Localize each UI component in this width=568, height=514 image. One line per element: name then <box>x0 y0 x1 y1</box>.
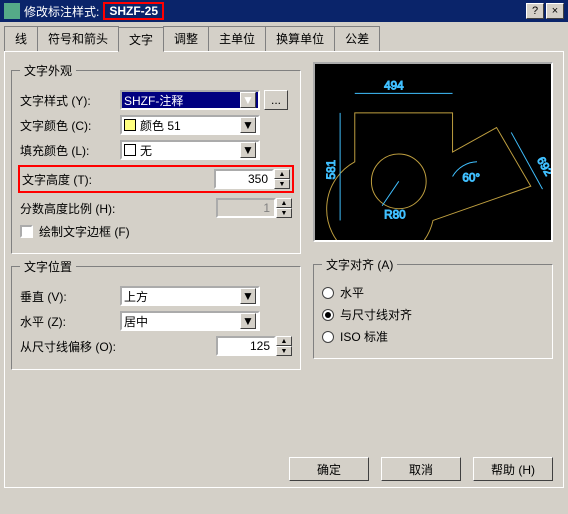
radio-horizontal[interactable] <box>322 287 334 299</box>
tab-alt[interactable]: 换算单位 <box>265 26 335 51</box>
combo-horizontal[interactable]: 居中 ▼ <box>120 311 260 331</box>
label-text-style: 文字样式 (Y): <box>20 92 120 109</box>
combo-vertical[interactable]: 上方 ▼ <box>120 286 260 306</box>
svg-text:R80: R80 <box>384 208 406 221</box>
label-offset: 从尺寸线偏移 (O): <box>20 338 140 355</box>
tab-strip: 线 符号和箭头 文字 调整 主单位 换算单位 公差 <box>4 26 564 52</box>
tab-primary[interactable]: 主单位 <box>208 26 266 51</box>
label-text-color: 文字颜色 (C): <box>20 117 120 134</box>
label-align-iso: ISO 标准 <box>340 328 388 345</box>
close-button[interactable]: × <box>546 3 564 19</box>
chevron-down-icon: ▼ <box>240 117 256 133</box>
highlight-text-height: 文字高度 (T): 350 ▲▼ <box>18 165 294 193</box>
spinner-offset[interactable]: ▲▼ <box>276 336 292 356</box>
chevron-down-icon: ▼ <box>240 313 256 329</box>
legend-placement: 文字位置 <box>20 258 76 275</box>
checkbox-draw-frame[interactable] <box>20 225 33 238</box>
legend-align: 文字对齐 (A) <box>322 256 397 273</box>
client-area: 线 符号和箭头 文字 调整 主单位 换算单位 公差 文字外观 文字样式 (Y):… <box>0 22 568 492</box>
combo-text-style-value: SHZF-注释 <box>124 92 183 109</box>
titlebar: 修改标注样式: SHZF-25 ? × <box>0 0 568 22</box>
radio-iso[interactable] <box>322 331 334 343</box>
ok-button[interactable]: 确定 <box>289 457 369 481</box>
svg-text:581: 581 <box>325 160 338 180</box>
cancel-button[interactable]: 取消 <box>381 457 461 481</box>
combo-horizontal-value: 居中 <box>124 313 148 330</box>
title-prefix: 修改标注样式: <box>24 3 99 20</box>
combo-text-style[interactable]: SHZF-注释 ▼ <box>120 90 260 110</box>
label-align-horiz: 水平 <box>340 284 364 301</box>
tab-fit[interactable]: 调整 <box>163 26 209 51</box>
color-swatch-icon <box>124 119 136 131</box>
combo-text-color[interactable]: 颜色 51 ▼ <box>120 115 260 135</box>
tab-symbols[interactable]: 符号和箭头 <box>37 26 119 51</box>
label-vertical: 垂直 (V): <box>20 288 120 305</box>
app-icon <box>4 3 20 19</box>
label-draw-frame: 绘制文字边框 (F) <box>39 223 130 240</box>
combo-text-color-value: 颜色 51 <box>140 117 181 134</box>
tab-text[interactable]: 文字 <box>118 27 164 52</box>
tab-page: 文字外观 文字样式 (Y): SHZF-注释 ▼ ... 文字颜色 (C): 颜… <box>4 52 564 488</box>
label-frac-scale: 分数高度比例 (H): <box>20 200 140 217</box>
combo-vertical-value: 上方 <box>124 288 148 305</box>
label-align-dimline: 与尺寸线对齐 <box>340 306 412 323</box>
button-bar: 确定 取消 帮助 (H) <box>289 457 553 481</box>
chevron-down-icon: ▼ <box>240 142 256 158</box>
help-button[interactable]: ? <box>526 3 544 19</box>
chevron-down-icon: ▼ <box>240 92 256 108</box>
legend-appearance: 文字外观 <box>20 62 76 79</box>
input-frac-scale: 1 <box>216 198 276 218</box>
svg-text:692: 692 <box>534 155 551 178</box>
svg-text:60°: 60° <box>462 171 480 184</box>
title-style-name: SHZF-25 <box>103 2 164 20</box>
tab-tol[interactable]: 公差 <box>334 26 380 51</box>
radio-aligned[interactable] <box>322 309 334 321</box>
chevron-down-icon: ▼ <box>240 288 256 304</box>
preview-pane: 494 581 692 60° R80 <box>313 62 553 242</box>
tab-lines[interactable]: 线 <box>4 26 38 51</box>
svg-text:494: 494 <box>384 79 404 92</box>
label-horizontal: 水平 (Z): <box>20 313 120 330</box>
label-fill-color: 填充颜色 (L): <box>20 142 120 159</box>
spinner-text-height[interactable]: ▲▼ <box>274 169 290 189</box>
group-appearance: 文字外观 文字样式 (Y): SHZF-注释 ▼ ... 文字颜色 (C): 颜… <box>11 62 301 254</box>
combo-fill-color[interactable]: 无 ▼ <box>120 140 260 160</box>
label-text-height: 文字高度 (T): <box>22 171 122 188</box>
fill-swatch-icon <box>124 144 136 156</box>
group-placement: 文字位置 垂直 (V): 上方 ▼ 水平 (Z): 居中 ▼ 从尺寸线偏移 (O… <box>11 258 301 370</box>
help-button[interactable]: 帮助 (H) <box>473 457 553 481</box>
style-browse-button[interactable]: ... <box>264 90 288 110</box>
input-text-height[interactable]: 350 <box>214 169 274 189</box>
group-align: 文字对齐 (A) 水平 与尺寸线对齐 ISO 标准 <box>313 256 553 359</box>
input-offset[interactable]: 125 <box>216 336 276 356</box>
spinner-frac-scale: ▲▼ <box>276 198 292 218</box>
combo-fill-color-value: 无 <box>140 142 152 159</box>
